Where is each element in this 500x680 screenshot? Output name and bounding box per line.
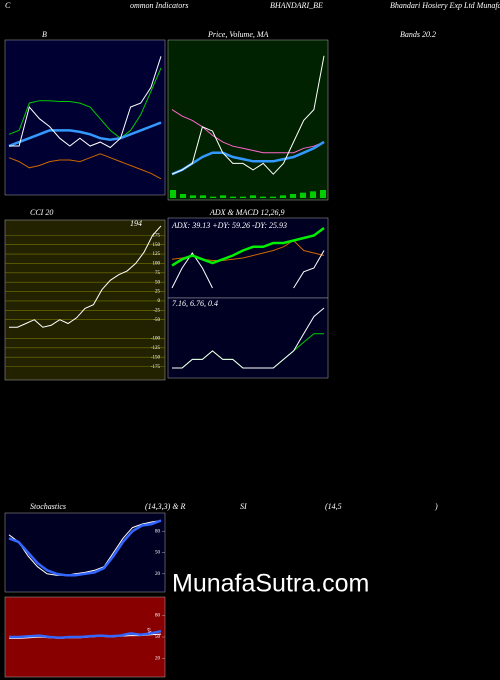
y-tick-label: 100 — [153, 262, 161, 267]
annotation: 64 — [145, 627, 152, 634]
annotation: 194 — [130, 219, 142, 228]
y-tick-label: -100 — [151, 337, 161, 342]
volume-bar — [240, 196, 246, 198]
header-text: BHANDARI_BE — [270, 1, 323, 10]
series-line — [171, 250, 325, 289]
y-tick-label: 50 — [155, 551, 161, 556]
volume-bar — [270, 196, 276, 198]
volume-bar — [260, 196, 266, 198]
series-line — [8, 520, 162, 576]
header-text: C — [5, 1, 11, 10]
y-tick-label: 175 — [153, 233, 161, 238]
series-line — [8, 121, 162, 148]
series-line — [9, 56, 162, 149]
y-tick-label: 50 — [155, 635, 161, 640]
panel — [4, 512, 166, 593]
volume-bar — [280, 195, 286, 198]
y-tick-label: 25 — [155, 290, 161, 295]
y-tick-label: 50 — [155, 280, 161, 285]
y-tick-label: -50 — [153, 318, 160, 323]
series-line — [9, 629, 162, 639]
panel — [4, 39, 166, 196]
y-tick-label: 20 — [155, 572, 161, 577]
y-tick-label: 75 — [155, 271, 161, 276]
watermark: MunafaSutra.com — [172, 570, 369, 598]
panel-title: B — [42, 30, 47, 39]
panel-title: SI — [240, 502, 247, 511]
panel-title: Price, Volume, MA — [207, 30, 269, 39]
y-tick-label: 20 — [155, 657, 161, 662]
series-line — [9, 225, 162, 328]
series-line — [8, 153, 162, 180]
volume-bar — [170, 190, 176, 198]
volume-bar — [320, 190, 326, 198]
panel-title: (14,3,3) & R — [145, 502, 186, 511]
y-tick-label: 80 — [155, 529, 161, 534]
y-tick-label: 150 — [153, 243, 161, 248]
volume-bar — [190, 195, 196, 198]
volume-bar — [180, 194, 186, 198]
volume-bar — [250, 195, 256, 198]
series-line — [8, 67, 162, 139]
panel — [167, 297, 329, 379]
series-line — [172, 307, 325, 369]
y-tick-label: -125 — [151, 346, 161, 351]
panel-title: ADX & MACD 12,26,9 — [209, 208, 284, 217]
panel-title: CCI 20 — [30, 208, 53, 217]
y-tick-label: 125 — [153, 252, 161, 257]
y-tick-label: -25 — [153, 308, 160, 313]
volume-bar — [290, 194, 296, 198]
y-tick-label: -150 — [151, 355, 161, 360]
panel-title: Bands 20.2 — [400, 30, 436, 39]
y-tick-label: 80 — [155, 614, 161, 619]
series-line — [171, 226, 325, 267]
volume-bar — [210, 196, 216, 198]
annotation: 7.16, 6.76, 0.4 — [172, 299, 218, 308]
annotation: ADX: 39.13 +DY: 59.26 -DY: 25.93 — [171, 221, 287, 230]
panel-title: Stochastics — [30, 502, 66, 511]
volume-bar — [300, 192, 306, 198]
header-text: Bhandari Hosiery Exp Ltd Munafa — [390, 1, 500, 10]
volume-bar — [310, 191, 316, 198]
panel-title: (14,5 — [325, 502, 342, 511]
y-tick-label: -175 — [151, 365, 161, 370]
volume-bar — [220, 195, 226, 198]
series-line — [171, 55, 325, 175]
volume-bar — [200, 195, 206, 198]
panel — [4, 219, 166, 381]
header-text: ommon Indicators — [130, 1, 188, 10]
series-line — [8, 519, 162, 577]
volume-bar — [230, 196, 236, 198]
panel — [167, 217, 329, 299]
panel-title: ) — [434, 502, 438, 511]
series-line — [171, 140, 325, 176]
series-line — [171, 109, 325, 154]
panel — [167, 39, 329, 201]
y-tick-label: 0 — [158, 299, 161, 304]
